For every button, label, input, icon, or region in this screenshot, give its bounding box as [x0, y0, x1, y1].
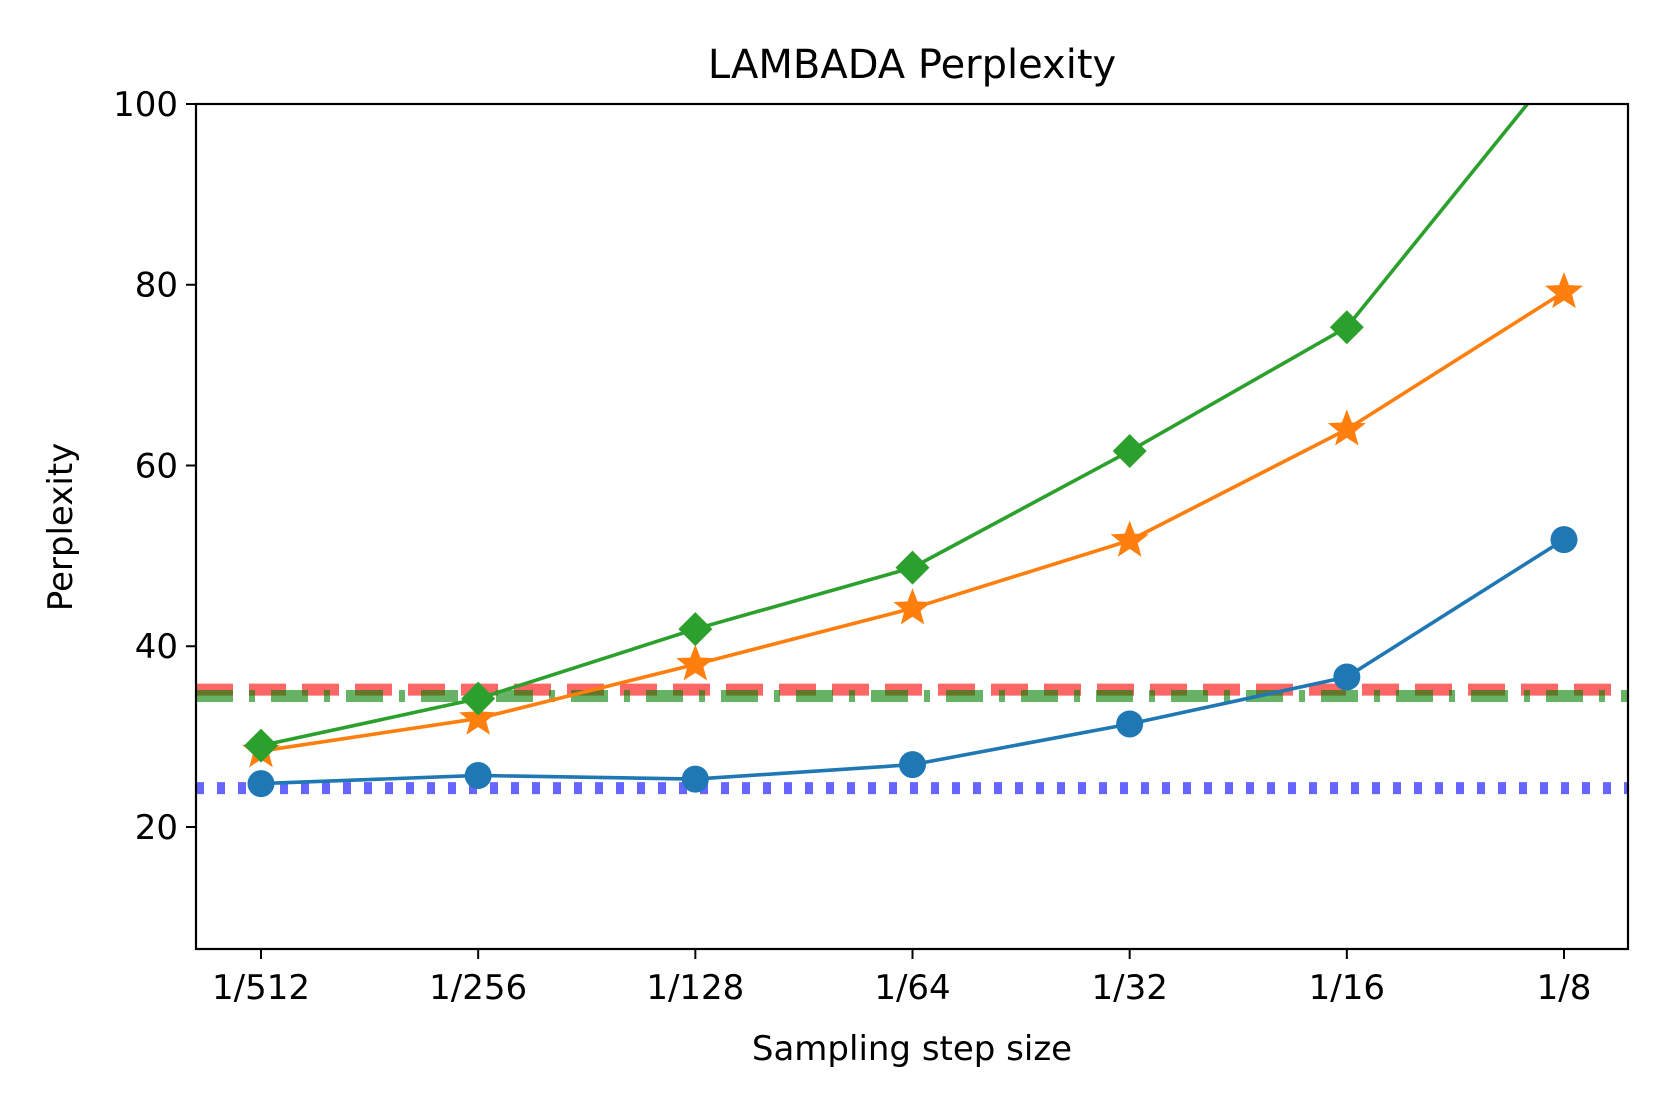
x-tick-label: 1/64 — [874, 968, 950, 1008]
series-circle — [247, 526, 1578, 798]
data-point-diamond — [1547, 42, 1581, 76]
series-line-diamond — [260, 104, 1530, 748]
y-tick-label: 100 — [113, 85, 178, 125]
data-point-star — [1327, 409, 1366, 446]
x-axis-label: Sampling step size — [752, 1029, 1072, 1069]
data-point-circle — [681, 765, 709, 793]
data-point-circle — [1116, 710, 1144, 738]
x-axis: 1/512 1/256 1/128 1/64 1/32 1/16 1/8 — [212, 949, 1591, 1008]
y-tick-label: 80 — [135, 266, 178, 306]
data-point-diamond — [1112, 434, 1147, 469]
x-tick-label: 1/512 — [212, 968, 310, 1008]
y-axis: 20 40 60 80 100 — [113, 85, 196, 848]
series-diamond — [244, 42, 1581, 763]
x-tick-label: 1/32 — [1091, 968, 1167, 1008]
data-point-diamond — [461, 681, 496, 716]
data-point-star — [459, 698, 498, 735]
data-point-circle — [899, 751, 927, 779]
chart-title: LAMBADA Perplexity — [708, 42, 1116, 88]
data-point-star — [893, 588, 932, 625]
series-layer — [241, 42, 1584, 798]
data-point-star — [676, 644, 715, 681]
data-point-circle — [247, 770, 275, 798]
x-tick-label: 1/16 — [1309, 968, 1385, 1008]
data-point-star — [1110, 520, 1149, 557]
data-point-star — [1544, 271, 1584, 309]
data-point-circle — [1550, 526, 1578, 554]
data-point-diamond — [895, 550, 930, 585]
plot-frame — [194, 102, 1630, 951]
x-tick-label: 1/256 — [429, 968, 527, 1008]
series-line-star — [260, 290, 1565, 753]
x-tick-label: 1/128 — [646, 968, 744, 1008]
data-point-diamond — [678, 612, 713, 647]
y-tick-label: 60 — [135, 446, 178, 486]
data-point-diamond — [244, 728, 278, 763]
data-point-diamond — [1329, 310, 1364, 345]
y-tick-label: 20 — [135, 808, 178, 848]
y-axis-label: Perplexity — [41, 443, 81, 612]
y-tick-label: 40 — [135, 627, 178, 667]
reference-lines — [196, 683, 1628, 795]
x-tick-label: 1/8 — [1537, 968, 1592, 1008]
data-point-circle — [464, 761, 492, 789]
data-point-circle — [1333, 663, 1361, 691]
